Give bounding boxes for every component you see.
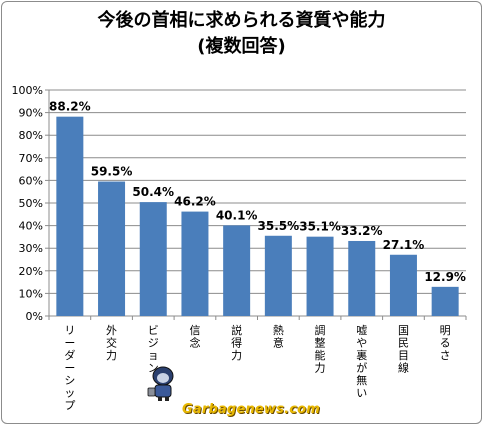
- bar: [181, 211, 209, 316]
- bar: [98, 181, 126, 316]
- bar: [306, 236, 334, 316]
- x-tick-label: 明るさ: [440, 324, 451, 362]
- x-tick-label: 信念: [189, 324, 200, 350]
- y-tick-label: 60%: [19, 174, 43, 187]
- y-tick-label: 0%: [26, 310, 43, 323]
- x-tick-label: 外交力: [106, 324, 117, 362]
- bar: [56, 116, 84, 316]
- chart-title-main: 今後の首相に求められる資質や能力: [97, 10, 386, 31]
- bar: [431, 286, 459, 316]
- x-tick-label: ビジョン: [148, 324, 159, 375]
- data-label: 88.2%: [49, 100, 91, 114]
- y-tick-label: 20%: [19, 265, 43, 278]
- bar: [223, 225, 251, 316]
- x-tick-label: 熱意: [273, 324, 284, 350]
- data-label: 35.5%: [258, 219, 300, 233]
- data-label: 27.1%: [383, 238, 425, 252]
- x-tick-label: 調整能力: [315, 323, 326, 375]
- x-tick-label: 説得力: [231, 323, 242, 362]
- data-label: 59.5%: [91, 165, 133, 179]
- y-tick-label: 80%: [19, 129, 43, 142]
- y-tick-label: 100%: [12, 84, 43, 97]
- y-tick-label: 10%: [19, 287, 43, 300]
- y-tick-label: 50%: [19, 197, 43, 210]
- y-tick-label: 30%: [19, 242, 43, 255]
- data-label: 46.2%: [174, 195, 216, 209]
- y-tick-label: 40%: [19, 220, 43, 233]
- data-label: 12.9%: [424, 270, 466, 284]
- bar: [348, 240, 376, 316]
- data-label: 50.4%: [132, 185, 174, 199]
- y-tick-label: 90%: [19, 107, 43, 120]
- y-tick-label: 70%: [19, 152, 43, 165]
- bar: [389, 254, 417, 316]
- bar: [264, 235, 292, 316]
- watermark: Garbagenews.com: [182, 402, 320, 417]
- chart-title: 今後の首相に求められる資質や能力 (複数回答): [0, 8, 483, 60]
- chart-subtitle: (複数回答): [197, 36, 286, 57]
- x-tick-label: リーダーシップ: [64, 324, 75, 412]
- data-label: 40.1%: [216, 208, 258, 222]
- bar: [139, 202, 167, 316]
- x-tick-label: 国民目線: [398, 324, 409, 375]
- data-label: 35.1%: [299, 220, 341, 234]
- data-label: 33.2%: [341, 224, 383, 238]
- x-tick-label: 嘘や裏が無い: [356, 324, 367, 400]
- mascot-logo: [147, 366, 174, 401]
